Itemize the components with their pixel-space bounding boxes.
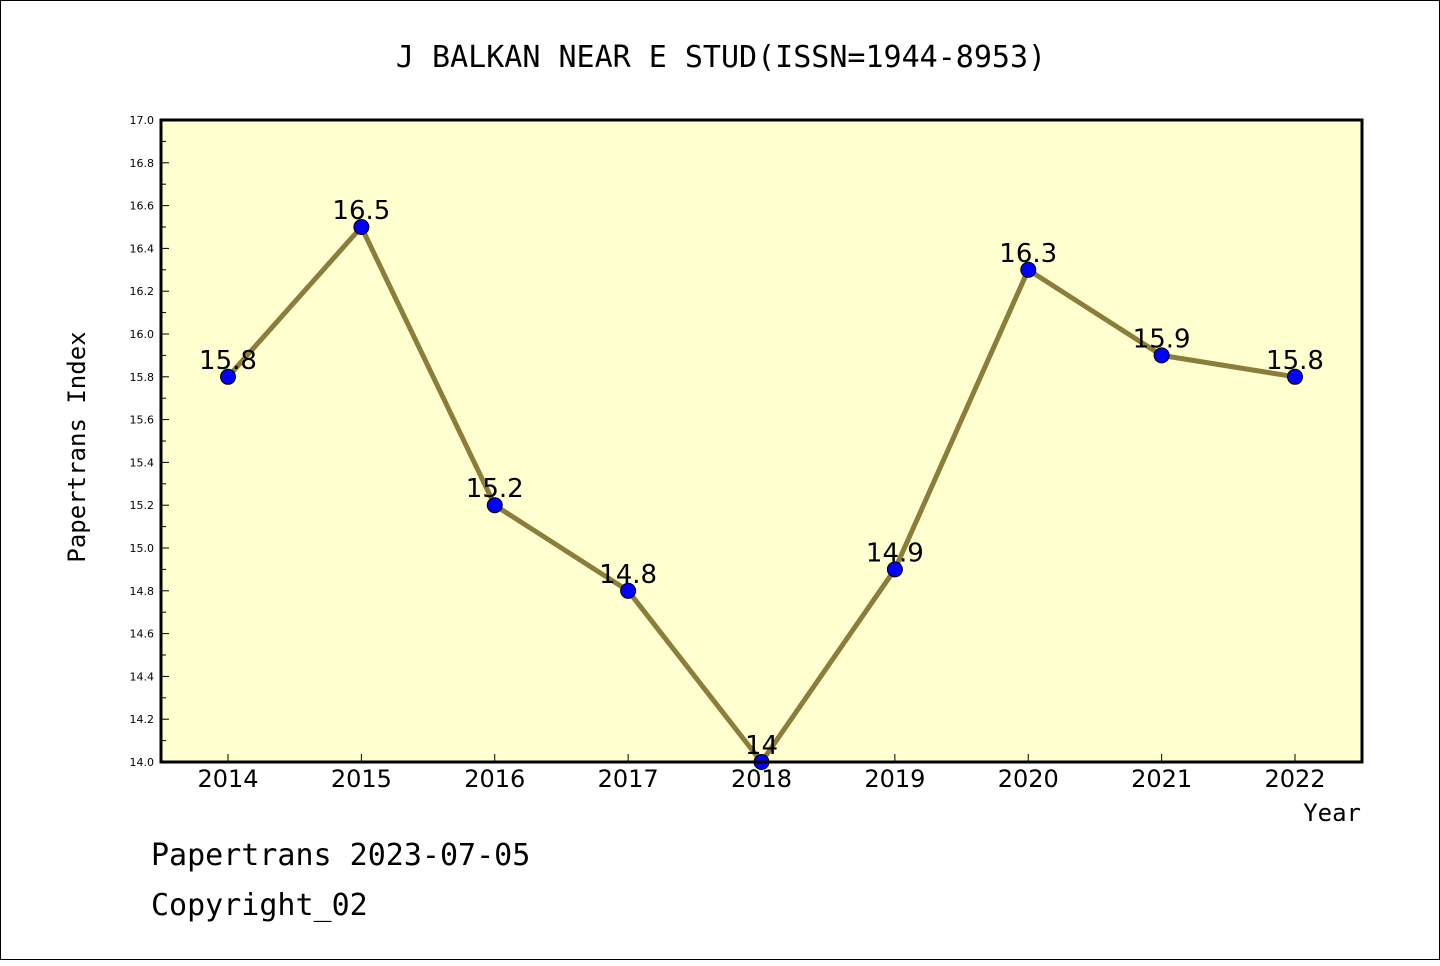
y-tick-label: 15.0 — [130, 542, 155, 555]
y-tick-label: 15.4 — [130, 456, 155, 469]
data-label: 14 — [745, 731, 778, 761]
chart-title: J BALKAN NEAR E STUD(ISSN=1944-8953) — [396, 40, 1046, 75]
data-point — [220, 368, 236, 385]
plot-border — [159, 118, 1364, 764]
x-tick-label: 2019 — [864, 765, 925, 793]
series-layer: 15.8 16.5 15.2 14.8 14 14.9 16.3 15.9 15.8 — [199, 196, 1324, 770]
y-tick-label: 16.6 — [130, 200, 155, 213]
data-point — [1153, 347, 1170, 364]
data-label: 15.9 — [1133, 324, 1191, 354]
data-point — [1020, 261, 1037, 278]
x-axis-label: Year — [1303, 799, 1361, 827]
y-tick-label: 16.4 — [130, 242, 155, 255]
data-point — [620, 582, 637, 599]
y-tick-label: 14.0 — [130, 756, 155, 769]
y-tick-label: 14.4 — [130, 670, 155, 683]
x-tick-label: 2016 — [464, 765, 525, 793]
y-tick-label: 14.8 — [130, 585, 155, 598]
y-tick-label: 14.6 — [130, 628, 155, 641]
data-label: 16.5 — [332, 196, 390, 226]
x-tick-label: 2015 — [331, 765, 392, 793]
y-axis-label: Papertrans Index — [63, 331, 91, 562]
y-tick-label: 14.2 — [130, 713, 155, 726]
x-tick-label: 2022 — [1264, 765, 1325, 793]
y-tick-label: 16.2 — [130, 285, 155, 298]
y-tick-label: 15.6 — [130, 414, 155, 427]
data-label: 15.2 — [466, 474, 524, 504]
data-point — [486, 497, 503, 514]
data-point — [886, 561, 903, 578]
data-label: 15.8 — [199, 346, 257, 376]
x-tick-label: 2017 — [598, 765, 659, 793]
y-axis: 14.0 14.2 14.4 14.6 14.8 15.0 15.2 15.4 15.6 15.8… — [130, 114, 169, 769]
x-tick-label: 2021 — [1131, 765, 1192, 793]
data-label: 14.8 — [599, 560, 657, 590]
y-tick-label: 17.0 — [130, 114, 155, 127]
data-label: 15.8 — [1266, 346, 1324, 376]
y-tick-label: 16.0 — [130, 328, 155, 341]
x-tick-label: 2014 — [197, 765, 258, 793]
footer-copyright-text: Copyright_02 — [151, 888, 368, 923]
data-point — [353, 219, 370, 235]
x-axis: 2014 2015 2016 2017 2018 2019 2020 2021 2022 — [197, 754, 1326, 793]
data-label: 14.9 — [866, 538, 924, 568]
data-label: 16.3 — [999, 239, 1057, 269]
y-tick-label: 16.8 — [130, 157, 155, 170]
x-tick-label: 2020 — [998, 765, 1059, 793]
footer-date-text: Papertrans 2023-07-05 — [151, 838, 530, 873]
data-point — [1287, 368, 1303, 385]
y-tick-label: 15.8 — [130, 371, 155, 384]
y-tick-label: 15.2 — [130, 499, 155, 512]
